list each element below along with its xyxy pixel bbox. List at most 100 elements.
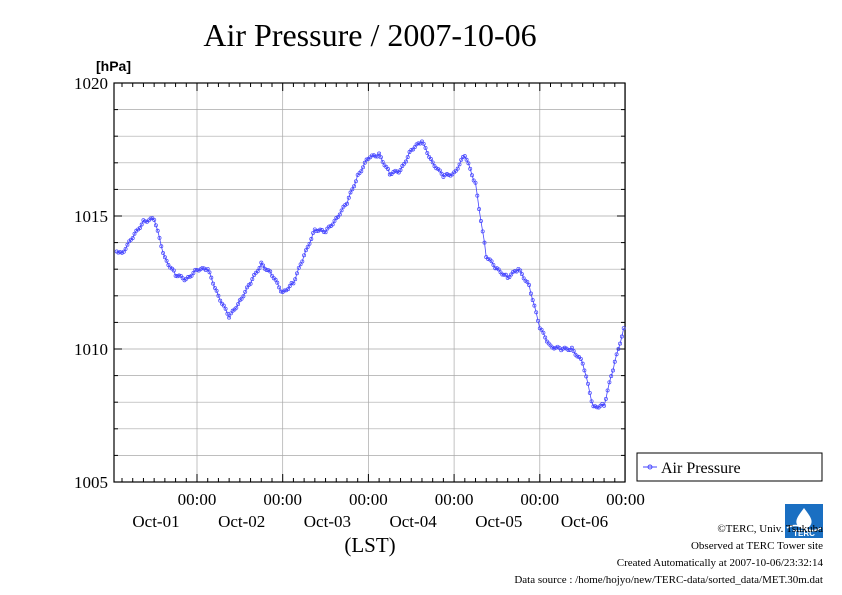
data-point xyxy=(139,222,144,227)
data-point xyxy=(318,227,323,232)
data-point xyxy=(305,244,310,249)
data-point xyxy=(261,263,266,268)
data-point xyxy=(473,180,478,185)
data-point xyxy=(337,212,342,217)
data-point xyxy=(296,265,301,270)
plot-area xyxy=(113,82,626,483)
data-point xyxy=(569,345,574,350)
data-point xyxy=(345,201,349,206)
data-point xyxy=(171,268,176,273)
data-point xyxy=(223,306,228,311)
data-point xyxy=(475,193,480,198)
x-tick-date-label: Oct-04 xyxy=(389,512,437,531)
data-point xyxy=(455,166,460,171)
data-point xyxy=(359,169,364,174)
data-point xyxy=(589,399,594,404)
data-point xyxy=(618,341,623,346)
data-point xyxy=(195,267,199,272)
data-point xyxy=(591,404,596,409)
data-point xyxy=(336,214,340,219)
data-point xyxy=(425,151,430,156)
data-point xyxy=(289,281,294,285)
data-point xyxy=(245,285,249,290)
data-point xyxy=(311,230,316,235)
x-tick-date-label: Oct-05 xyxy=(475,512,522,531)
data-point xyxy=(327,224,332,229)
data-point xyxy=(471,178,476,183)
x-tick-time-label: 00:00 xyxy=(435,490,474,509)
data-point xyxy=(459,157,464,162)
data-point xyxy=(393,168,398,173)
data-point xyxy=(496,267,501,272)
data-point xyxy=(380,159,385,164)
data-point xyxy=(609,374,614,379)
data-source-text: Data source : /home/hojyo/new/TERC-data/… xyxy=(514,574,823,586)
data-point xyxy=(518,268,523,273)
data-point xyxy=(186,275,191,279)
chart-title: Air Pressure / 2007-10-06 xyxy=(203,17,536,53)
y-tick-label: 1015 xyxy=(74,207,108,226)
data-point xyxy=(323,230,328,235)
data-point xyxy=(350,187,355,192)
data-point xyxy=(578,356,583,361)
data-point xyxy=(155,228,160,233)
data-point xyxy=(493,266,498,271)
data-point xyxy=(298,262,303,267)
data-point xyxy=(575,354,580,359)
y-axis-unit: [hPa] xyxy=(96,58,131,74)
data-point xyxy=(621,326,626,331)
data-point xyxy=(164,258,169,263)
data-point xyxy=(405,155,410,160)
data-point xyxy=(486,256,490,261)
data-point xyxy=(571,349,576,354)
data-point xyxy=(457,162,462,167)
data-point xyxy=(166,263,171,267)
data-point xyxy=(193,267,198,272)
data-point xyxy=(211,281,216,286)
data-point xyxy=(116,250,121,255)
x-tick-date-label: Oct-03 xyxy=(304,512,351,531)
data-point xyxy=(462,154,467,159)
data-point xyxy=(309,237,314,241)
data-point xyxy=(212,285,217,290)
data-point xyxy=(603,396,608,401)
data-point xyxy=(594,405,599,410)
data-point xyxy=(295,271,299,276)
data-point xyxy=(512,269,517,274)
legend: Air Pressure xyxy=(636,452,823,482)
data-point xyxy=(530,298,535,303)
data-point xyxy=(352,184,357,189)
data-point xyxy=(416,141,421,146)
legend-box xyxy=(636,452,823,482)
x-tick-time-label: 00:00 xyxy=(349,490,388,509)
data-point xyxy=(227,315,232,320)
data-point xyxy=(521,276,526,281)
data-point xyxy=(552,346,557,351)
data-point xyxy=(330,222,335,227)
y-tick-label: 1005 xyxy=(74,473,108,492)
data-point xyxy=(361,165,365,170)
created-text: Created Automatically at 2007-10-06/23:3… xyxy=(617,557,824,569)
data-point xyxy=(612,359,617,364)
data-point xyxy=(428,157,433,161)
data-point xyxy=(270,273,274,278)
data-point xyxy=(218,298,223,303)
data-point xyxy=(409,147,414,152)
data-point xyxy=(286,287,291,292)
x-tick-time-label: 00:00 xyxy=(606,490,645,509)
series-air-pressure xyxy=(114,139,626,410)
copyright-text: ©TERC, Univ. Tsukuba xyxy=(717,523,823,535)
data-point xyxy=(543,335,548,340)
data-point xyxy=(162,255,167,260)
data-point xyxy=(619,334,624,339)
data-point xyxy=(502,272,507,277)
observed-text: Observed at TERC Tower site xyxy=(691,540,823,552)
legend-marker-swatch xyxy=(647,464,653,470)
data-point xyxy=(153,223,158,228)
data-point xyxy=(152,217,157,222)
data-point xyxy=(302,253,307,258)
data-point xyxy=(527,283,532,287)
data-point xyxy=(477,207,482,212)
data-point xyxy=(132,231,137,236)
data-point xyxy=(191,271,196,275)
